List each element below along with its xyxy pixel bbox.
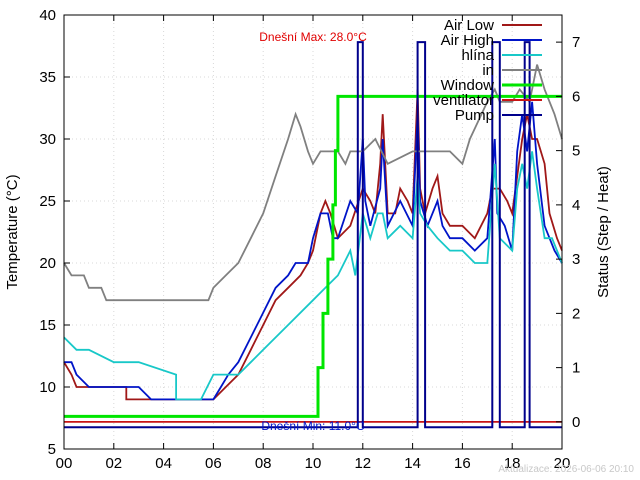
y-tick-label: 35	[39, 69, 56, 86]
y2-tick-label: 2	[572, 305, 580, 322]
legend-label-in: in	[482, 62, 494, 79]
x-tick-label: 02	[105, 455, 122, 472]
x-tick-label: 16	[454, 455, 471, 472]
x-tick-label: 18	[504, 455, 521, 472]
legend-label-window: Window	[441, 77, 495, 94]
series-line-pump	[64, 41, 562, 429]
y2-tick-label: 4	[572, 197, 580, 214]
y-tick-label: 25	[39, 193, 56, 210]
y2-tick-label: 5	[572, 143, 580, 160]
series-line-window	[64, 94, 562, 418]
y-tick-label: 5	[48, 441, 56, 458]
y2-axis-label: Status (Step / Heat)	[595, 166, 612, 298]
legend-label-air-high: Air High	[441, 32, 494, 49]
y-tick-label: 20	[39, 255, 56, 272]
x-tick-label: 08	[255, 455, 272, 472]
series-line-hl-na	[63, 151, 563, 401]
legend-label-hl-na: hlína	[461, 47, 494, 64]
y2-tick-label: 0	[572, 414, 580, 431]
x-tick-label: 06	[205, 455, 222, 472]
y-tick-label: 30	[39, 131, 56, 148]
x-tick-label: 12	[354, 455, 371, 472]
max-annotation: Dnešní Max: 28.0°C	[259, 30, 367, 44]
min-annotation: Dnešní Min: 11.0°C	[261, 419, 365, 433]
update-timestamp: Aktualizace: 2026-06-06 20:10	[498, 464, 634, 475]
y2-tick-label: 3	[572, 251, 580, 268]
y-axis-label: Temperature (°C)	[4, 174, 21, 289]
series-layer	[63, 41, 563, 429]
y2-tick-label: 1	[572, 360, 580, 377]
x-tick-label: 00	[56, 455, 73, 472]
y-tick-label: 10	[39, 379, 56, 396]
y2-tick-label: 6	[572, 88, 580, 105]
legend-label-air-low: Air Low	[444, 17, 494, 34]
x-tick-label: 20	[554, 455, 571, 472]
y-tick-label: 40	[39, 7, 56, 24]
x-tick-label: 04	[155, 455, 172, 472]
series-line-in	[63, 64, 563, 302]
y-tick-label: 15	[39, 317, 56, 334]
y2-tick-label: 7	[572, 34, 580, 51]
x-tick-label: 14	[404, 455, 421, 472]
legend-label-pump: Pump	[455, 107, 494, 124]
x-tick-label: 10	[305, 455, 322, 472]
legend-label-ventilator: ventilator	[433, 92, 494, 109]
series-line-air-high	[64, 101, 563, 401]
